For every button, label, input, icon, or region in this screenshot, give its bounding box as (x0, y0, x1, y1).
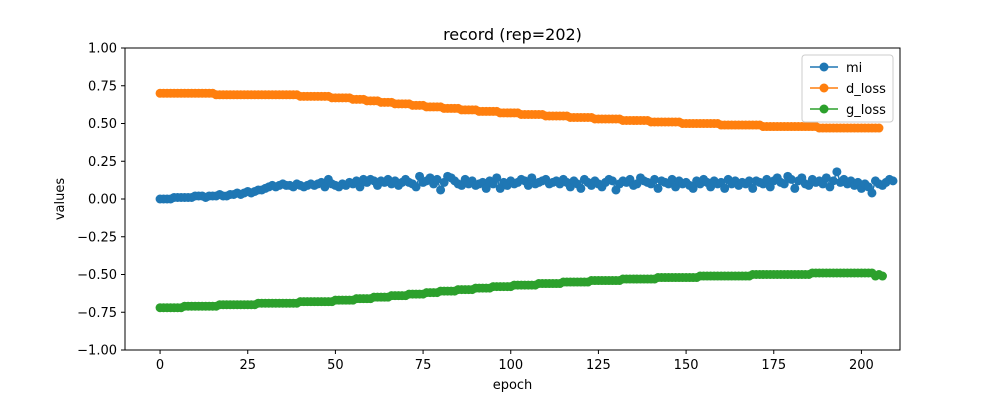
y-tick-label: 1.00 (88, 42, 117, 57)
data-point-mi-193 (832, 167, 842, 177)
data-point-mi-173 (762, 174, 772, 184)
data-point-d_loss-205 (874, 123, 884, 133)
plot-area (155, 88, 898, 313)
data-point-mi-96 (492, 173, 502, 183)
y-axis-label: values (53, 178, 68, 221)
data-point-mi-178 (779, 179, 789, 189)
x-tick-label: 0 (156, 358, 164, 373)
data-point-mi-129 (607, 176, 617, 186)
data-point-mi-47 (320, 182, 330, 192)
x-tick-label: 150 (674, 358, 699, 373)
y-tick-label: 0.50 (88, 117, 117, 132)
y-tick-label: −0.50 (77, 268, 117, 283)
legend-label-g_loss: g_loss (846, 103, 886, 118)
data-point-mi-141 (650, 174, 660, 184)
data-point-mi-169 (748, 183, 758, 193)
data-point-g_loss-206 (877, 271, 887, 281)
data-point-mi-120 (576, 183, 586, 193)
data-point-mi-152 (688, 183, 698, 193)
x-tick-label: 25 (239, 358, 256, 373)
y-tick-label: −1.00 (77, 344, 117, 359)
y-tick-label: 0.75 (88, 79, 117, 94)
x-axis-label: epoch (493, 378, 533, 393)
data-point-mi-73 (411, 182, 421, 192)
data-point-mi-180 (786, 174, 796, 184)
y-tick-label: −0.25 (77, 230, 117, 245)
data-point-mi-105 (523, 180, 533, 190)
data-point-mi-80 (436, 185, 446, 195)
legend-marker-g_loss (819, 104, 829, 114)
x-tick-label: 50 (327, 358, 344, 373)
data-point-mi-161 (720, 183, 730, 193)
data-point-mi-79 (432, 174, 442, 184)
data-point-mi-190 (821, 173, 831, 183)
x-tick-label: 100 (498, 358, 523, 373)
legend-marker-d_loss (819, 83, 829, 93)
y-tick-label: 0.00 (88, 193, 117, 208)
x-tick-label: 175 (761, 358, 786, 373)
legend: mi d_loss g_loss (801, 54, 894, 123)
y-tick-label: −0.75 (77, 306, 117, 321)
data-point-mi-209 (888, 176, 898, 186)
y-tick-label: 0.25 (88, 155, 117, 170)
data-point-mi-168 (744, 176, 754, 186)
legend-marker-mi (819, 62, 829, 72)
data-point-mi-181 (790, 183, 800, 193)
data-point-mi-203 (867, 188, 877, 198)
y-axis: −1.00 −0.75 −0.50 −0.25 0.00 0.25 0.50 0.75 1.00 (77, 42, 125, 359)
data-point-mi-93 (481, 183, 491, 193)
data-point-mi-142 (653, 183, 663, 193)
chart-title: record (rep=202) (443, 25, 582, 44)
x-axis: 0 25 50 75 100 125 150 175 200 (156, 350, 874, 373)
data-point-mi-192 (828, 176, 838, 186)
data-point-mi-146 (667, 174, 677, 184)
legend-label-d_loss: d_loss (846, 82, 886, 97)
x-tick-label: 125 (586, 358, 611, 373)
x-tick-label: 200 (849, 358, 874, 373)
data-point-mi-57 (355, 182, 365, 192)
legend-label-mi: mi (846, 61, 862, 76)
x-tick-label: 75 (415, 358, 432, 373)
